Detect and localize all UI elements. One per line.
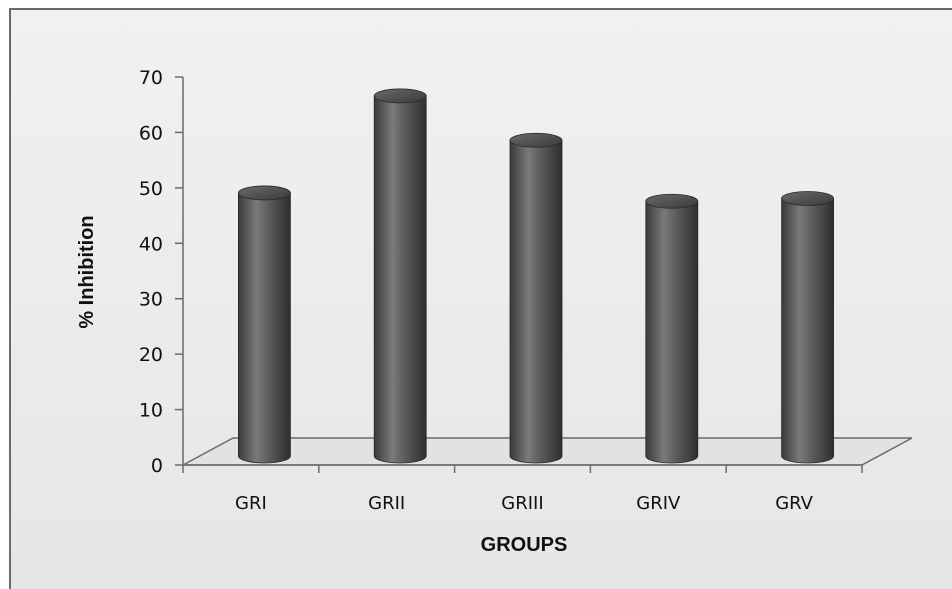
x-tick-label: GRI [235,493,267,514]
bar-top [237,185,291,201]
bar-body [373,95,427,464]
y-tick-label: 70 [139,67,163,89]
y-tick-label: 50 [139,178,163,200]
bar-body [781,198,834,464]
bar-grv [781,191,834,464]
y-axis-ticks: 0 10 20 30 40 50 60 70 [139,67,183,477]
bars [237,88,834,464]
y-axis-title: % Inhibition [76,215,98,328]
y-tick-label: 40 [139,233,163,255]
bar-gri [237,185,291,464]
bar-top [373,88,427,104]
bar-top [645,193,699,209]
bar-body [509,139,563,464]
x-tick-label: GRIII [501,493,543,514]
bar-top [509,132,563,148]
y-tick-label: 20 [139,344,163,366]
y-tick-label: 60 [139,122,163,144]
y-tick-label: 30 [139,289,163,311]
x-tick-label: GRIV [636,493,681,514]
x-tick-label: GRII [368,493,405,514]
bar-griii [509,132,563,464]
bar-body [645,200,699,464]
y-tick-label: 10 [139,400,163,422]
x-tick-label: GRV [775,493,813,514]
bar-top [781,191,834,206]
x-axis-ticks: GRI GRII GRIII GRIV GRV [182,465,863,514]
bar-griv [645,193,699,464]
bar-body [238,192,291,464]
bar-grii [373,88,427,464]
y-tick-label: 0 [151,455,163,477]
x-axis-title: GROUPS [481,534,568,556]
